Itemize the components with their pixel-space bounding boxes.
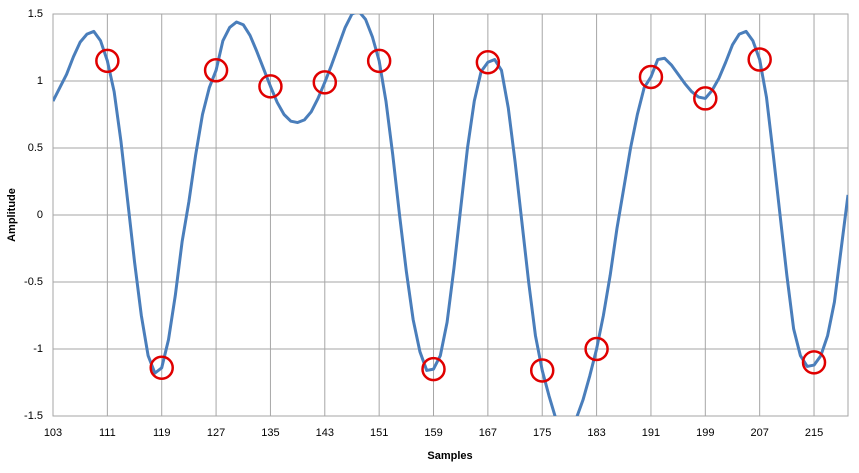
x-tick-label: 159 — [424, 427, 442, 439]
x-tick-label: 199 — [696, 427, 714, 439]
y-tick-label: -0.5 — [24, 276, 43, 288]
x-tick-label: 191 — [642, 427, 660, 439]
x-tick-label: 167 — [479, 427, 497, 439]
y-tick-label: -1.5 — [24, 410, 43, 422]
labels: -1.5 -1 -0.5 0 0.5 1 1.5 103 111 119 127 135 143 151 1… — [24, 8, 823, 439]
x-tick-label: 111 — [99, 427, 116, 439]
x-tick-label: 151 — [370, 427, 388, 439]
x-tick-label: 207 — [750, 427, 768, 439]
y-tick-label: 0 — [37, 209, 43, 221]
sample-marker — [258, 74, 283, 99]
signal-line — [53, 14, 848, 416]
sample-marker — [149, 355, 174, 381]
grid — [52, 13, 849, 417]
x-tick-label: 103 — [44, 427, 62, 439]
x-tick-label: 127 — [207, 427, 225, 439]
y-axis-title: Amplitude — [6, 188, 18, 242]
sample-marker — [312, 70, 338, 95]
x-tick-label: 175 — [533, 427, 551, 439]
sample-marker — [638, 64, 664, 90]
y-tick-label: 1 — [37, 75, 43, 87]
sample-marker — [203, 58, 229, 83]
sample-marker — [747, 47, 772, 72]
sample-marker — [95, 48, 120, 74]
x-tick-label: 215 — [805, 427, 823, 439]
sample-marker — [584, 336, 609, 362]
x-tick-label: 119 — [153, 427, 171, 439]
y-tick-label: -1 — [33, 343, 43, 355]
sample-marker — [475, 49, 501, 75]
plot-area — [53, 14, 848, 416]
y-tick-label: 1.5 — [28, 8, 43, 20]
x-tick-label: 143 — [316, 427, 334, 439]
sample-marker — [366, 48, 392, 74]
sample-marker — [801, 350, 827, 375]
y-tick-label: 0.5 — [28, 142, 43, 154]
sample-marker — [421, 356, 446, 382]
x-axis-title: Samples — [427, 450, 472, 462]
x-tick-label: 135 — [261, 427, 279, 439]
x-tick-label: 183 — [587, 427, 605, 439]
sample-marker — [529, 358, 555, 383]
sample-marker — [693, 86, 718, 111]
